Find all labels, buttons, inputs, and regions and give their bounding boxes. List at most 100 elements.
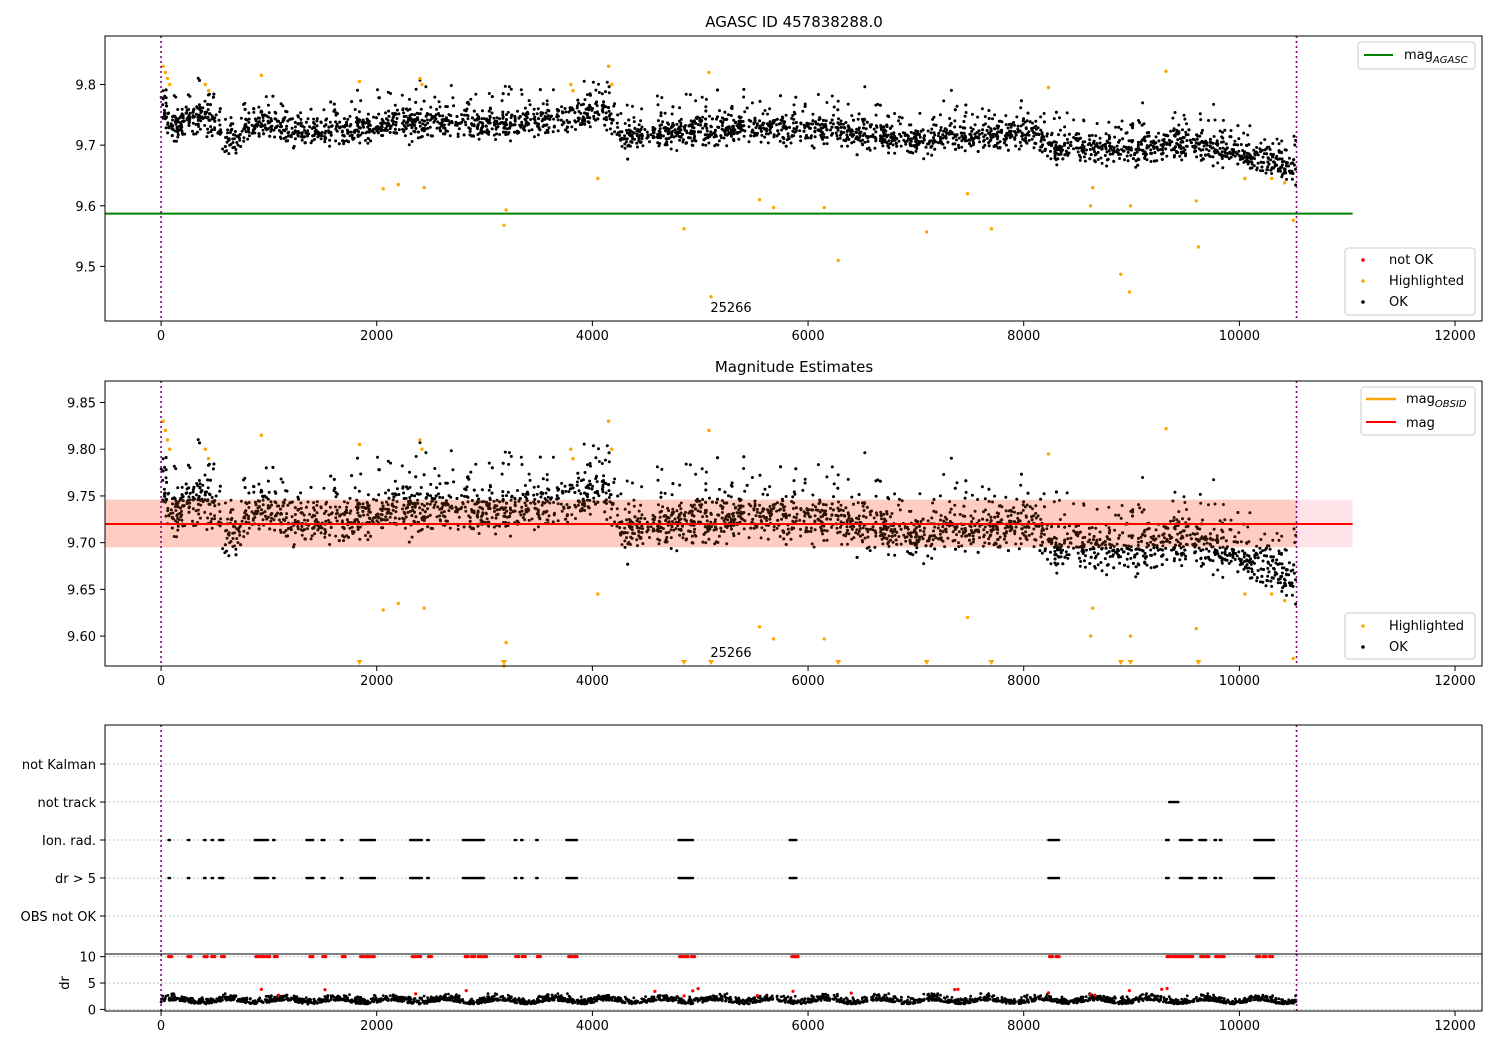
highlighted-point (1291, 218, 1296, 222)
ok-point (273, 117, 277, 121)
ok-point (207, 92, 211, 96)
ok-point (401, 127, 405, 131)
panel-1-xtick-label: 2000 (360, 329, 393, 344)
ok-point (518, 115, 522, 118)
ok-point (1020, 131, 1024, 135)
ok-point (1057, 153, 1061, 156)
ok-point (1225, 545, 1229, 549)
ok-point (410, 505, 414, 509)
ok-point (693, 121, 697, 125)
ok-point (636, 544, 639, 548)
ok-point (832, 105, 836, 109)
ok-point (772, 133, 776, 137)
ok-point (970, 112, 974, 116)
ok-point (226, 128, 230, 132)
ok-point (604, 115, 608, 119)
ok-point (1080, 149, 1084, 153)
ok-point (750, 101, 754, 105)
ok-point (798, 518, 802, 522)
ok-point (267, 111, 271, 115)
ok-point (197, 125, 201, 128)
ok-point (766, 141, 770, 145)
ok-point (1221, 545, 1225, 549)
ok-point (541, 102, 545, 106)
ok-point (1043, 147, 1047, 151)
ok-point (366, 141, 370, 145)
ok-point (976, 115, 980, 119)
ok-point (501, 113, 505, 117)
ok-point (961, 137, 965, 141)
ok-point (705, 129, 709, 133)
ok-point (989, 129, 993, 133)
ok-point (1030, 137, 1034, 141)
ok-point (1181, 140, 1185, 144)
ok-point (1032, 134, 1036, 138)
ok-point (903, 131, 907, 135)
ok-point (710, 117, 714, 121)
ok-point (1113, 528, 1117, 532)
ok-point (356, 456, 359, 460)
ok-point (839, 119, 843, 123)
ok-point (254, 119, 258, 123)
ok-point (1138, 121, 1142, 125)
ok-point (312, 125, 316, 129)
ok-point (1036, 126, 1040, 130)
ok-point (766, 493, 769, 497)
ok-point (1093, 160, 1097, 164)
ok-point (1004, 509, 1008, 513)
ok-point (180, 131, 184, 135)
ok-point (1169, 129, 1173, 133)
ok-point (844, 121, 848, 124)
ok-point (299, 506, 303, 510)
ok-point (874, 103, 878, 107)
ok-point (527, 518, 531, 522)
ok-point (492, 116, 496, 120)
ok-point (1024, 126, 1028, 130)
ok-point (293, 125, 297, 129)
ok-point (1072, 118, 1076, 122)
ok-point (1042, 112, 1046, 115)
ok-point (730, 107, 734, 111)
ok-point (1250, 570, 1254, 574)
ok-point (960, 145, 964, 149)
ok-point (846, 102, 850, 106)
ok-point (998, 535, 1002, 539)
ok-point (1039, 128, 1043, 132)
ok-point (332, 109, 336, 113)
ok-point (1094, 134, 1098, 138)
ok-point (1242, 131, 1246, 135)
ok-point (1265, 152, 1269, 156)
ok-point (426, 126, 430, 130)
ok-point (377, 130, 380, 134)
ok-point (817, 129, 821, 132)
ok-point (487, 461, 491, 465)
ok-point (1269, 152, 1273, 156)
ok-point (830, 465, 834, 469)
ok-point (1006, 148, 1010, 152)
ok-point (461, 118, 465, 122)
ok-point (457, 127, 461, 131)
ok-point (329, 124, 333, 128)
ok-point (368, 128, 372, 131)
ok-point (266, 497, 270, 501)
ok-point (603, 123, 607, 127)
ok-point (1023, 133, 1027, 137)
ok-point (953, 125, 957, 129)
ok-point (1050, 133, 1053, 137)
ok-point (507, 92, 511, 96)
ok-point (242, 127, 246, 131)
ok-point (1047, 141, 1051, 145)
ok-point (1275, 154, 1279, 158)
ok-point (575, 104, 579, 108)
ok-point (1255, 579, 1259, 583)
ok-point (423, 123, 427, 127)
ok-point (1205, 541, 1209, 545)
ok-point (602, 104, 606, 108)
ok-point (1292, 134, 1296, 138)
ok-point (943, 515, 947, 519)
ok-point (1039, 115, 1043, 119)
ok-point (623, 146, 627, 150)
ok-point (1085, 148, 1088, 152)
legend-ok: OK (1389, 295, 1408, 310)
ok-point (769, 131, 773, 135)
